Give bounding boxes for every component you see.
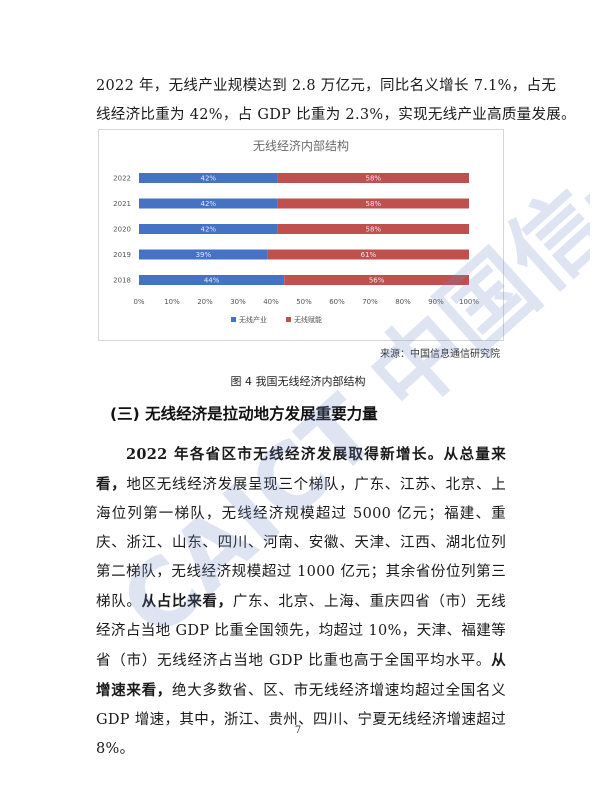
data-label: 58%: [366, 226, 382, 234]
chart-source: 来源：中国信息通信研究院: [380, 349, 500, 360]
bar-segment: [284, 275, 469, 285]
growth-heading: 从增速来看，: [96, 652, 506, 699]
total-text: 地区无线经济发展呈现三个梯队，广东、江苏、北京、上海位列第一梯队，无线经济规模超…: [96, 477, 506, 610]
legend-label: 无线产业: [239, 315, 267, 324]
bar-segment: [277, 198, 469, 209]
bar-segment: [139, 224, 278, 234]
share-heading: 从占比来看，: [141, 593, 233, 610]
chart-container: 无线经济内部结构 2022 42% 58% 2021 42% 58% 2020 42% 58% 20…: [98, 129, 504, 341]
data-label: 42%: [201, 175, 217, 183]
y-tick-label: 2018: [113, 277, 131, 285]
x-tick-label: 0%: [133, 298, 144, 306]
x-tick-label: 40%: [263, 298, 279, 306]
data-label: 58%: [366, 200, 382, 208]
x-tick-label: 70%: [362, 298, 378, 306]
figure-caption: 图 4 我国无线经济内部结构: [230, 375, 366, 388]
intro-line-2: 线经济比重为 42%，占 GDP 比重为 2.3%，实现无线产业高质量发展。: [96, 107, 576, 123]
intro-line-1: 2022 年，无线产业规模达到 2.8 万亿元，同比名义增长 7.1%，占无: [96, 78, 557, 94]
bar-segment: [267, 249, 469, 260]
data-label: 42%: [201, 200, 217, 208]
bar-segment: [139, 173, 278, 183]
bar-segment: [139, 249, 268, 260]
data-label: 58%: [366, 175, 382, 183]
legend-label: 无线赋能: [294, 315, 322, 324]
y-tick-label: 2021: [113, 200, 131, 208]
page-number: 7: [294, 725, 302, 736]
y-tick-label: 2019: [113, 251, 131, 259]
total-heading: 从总量来看，: [96, 446, 506, 493]
data-label: 42%: [201, 226, 217, 234]
bar-segment: [277, 224, 469, 234]
x-tick-label: 20%: [197, 298, 213, 306]
chart-title: 无线经济内部结构: [253, 138, 349, 153]
data-label: 39%: [196, 251, 212, 259]
x-tick-label: 50%: [296, 298, 312, 306]
x-tick-label: 100%: [459, 298, 479, 306]
x-tick-label: 30%: [230, 298, 246, 306]
section-heading: (三) 无线经济是拉动地方发展重要力量: [110, 405, 378, 423]
x-tick-label: 60%: [329, 298, 345, 306]
data-label: 44%: [204, 277, 220, 285]
legend-swatch: [231, 317, 236, 322]
bar-segment: [139, 198, 278, 209]
share-text: 广东、北京、上海、重庆四省（市）无线经济占当地 GDP 比重全国领先，均超过 1…: [96, 594, 506, 669]
y-tick-label: 2022: [113, 175, 131, 183]
legend-swatch: [286, 317, 291, 322]
data-label: 61%: [361, 251, 377, 259]
x-tick-label: 10%: [164, 298, 180, 306]
data-label: 56%: [369, 277, 385, 285]
lead-sentence: 2022 年各省区市无线经济发展取得新增长。: [126, 446, 444, 463]
section-paragraph: 2022 年各省区市无线经济发展取得新增长。从总量来看，地区无线经济发展呈现三个…: [96, 440, 506, 764]
growth-text: 绝大多数省、区、市无线经济增速均超过全国名义 GDP 增速，其中，浙江、贵州、四…: [96, 683, 506, 757]
bar-segment: [139, 275, 285, 285]
x-tick-label: 90%: [428, 298, 444, 306]
x-tick-label: 80%: [395, 298, 411, 306]
intro-paragraph: 2022 年，无线产业规模达到 2.8 万亿元，同比名义增长 7.1%，占无 线…: [96, 72, 576, 130]
stacked-bar-chart: 无线经济内部结构 2022 42% 58% 2021 42% 58% 2020 42% 58% 20…: [113, 138, 479, 324]
bar-segment: [277, 173, 469, 183]
y-tick-label: 2020: [113, 226, 131, 234]
